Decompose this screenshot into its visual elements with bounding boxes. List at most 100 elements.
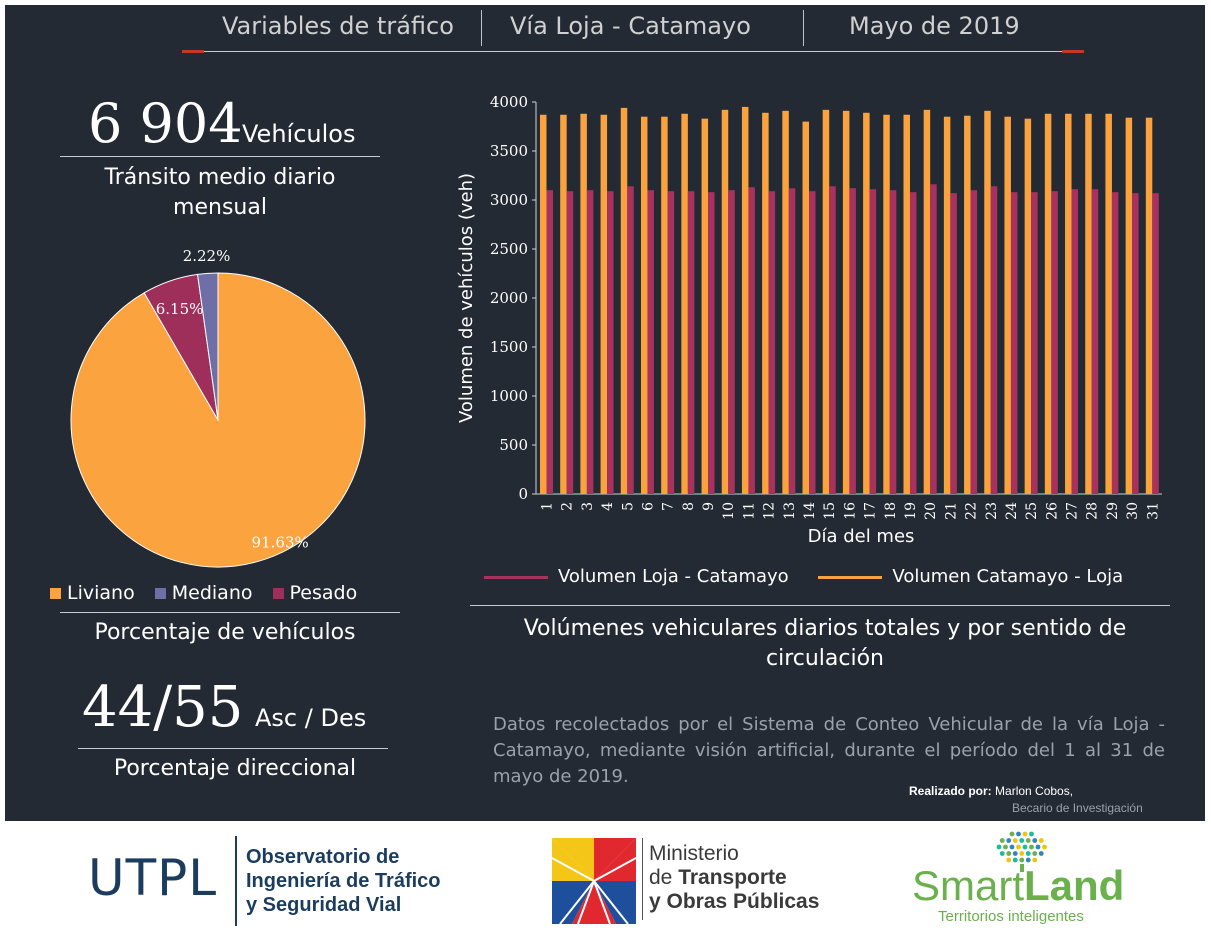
tree-dot (1019, 851, 1025, 856)
bar-catamayo-loja-day-25 (1024, 118, 1032, 494)
tmdm-rule (60, 156, 380, 157)
tree-dot (1003, 844, 1008, 850)
x-axis-title: Día del mes (808, 526, 915, 547)
bar-catamayo-loja-day-23 (984, 110, 991, 494)
pie-slice-mediano (196, 272, 219, 421)
legend-item-loja-catamayo: Volumen Loja - Catamayo (484, 566, 789, 587)
tree-dot (1032, 838, 1038, 843)
tmdm-unit: Vehículos (242, 120, 356, 148)
ministerio-name: Ministerio de Transporte y Obras Pública… (649, 842, 819, 914)
legend-line-catamayo-loja (818, 575, 883, 579)
bar-loja-catamayo-day-21 (950, 193, 957, 494)
bar-catamayo-loja-day-17 (863, 112, 870, 494)
tree-dot (999, 838, 1005, 843)
tree-dot (1022, 844, 1028, 850)
x-tick-label: 10 (721, 502, 737, 520)
bar-catamayo-loja-day-11 (741, 106, 749, 495)
bar-catamayo-loja-day-29 (1105, 113, 1112, 494)
bar-loja-catamayo-day-17 (869, 189, 877, 494)
tree-dot (1012, 851, 1018, 856)
bar-loja-catamayo-day-9 (708, 192, 715, 494)
tree-dot (1019, 838, 1025, 843)
bar-catamayo-loja-day-3 (580, 113, 587, 494)
pie-chart: 91.63% 6.15% 2.22% (70, 247, 366, 568)
bar-catamayo-loja-day-26 (1044, 113, 1052, 494)
directional-value: 44/55 (82, 675, 244, 740)
pie-label-pesado: 6.15% (156, 300, 204, 318)
bar-catamayo-loja-day-13 (782, 110, 789, 494)
tree-dot (1038, 851, 1044, 856)
credits-label: Realizado por: (909, 784, 992, 798)
x-tick-label: 12 (762, 502, 778, 520)
y-tick-label: 2500 (490, 240, 528, 258)
y-axis-title: Volumen de vehículos (veh) (456, 173, 477, 423)
ministerio-line3: y Obras Públicas (649, 890, 820, 913)
bar-loja-catamayo-day-2 (566, 191, 574, 494)
x-tick-label: 24 (1004, 502, 1020, 520)
smartland-tagline: Territorios inteligentes (938, 908, 1084, 925)
bar-catamayo-loja-day-28 (1085, 113, 1092, 494)
bar-loja-catamayo-day-7 (667, 191, 675, 494)
legend-label-loja-catamayo: Volumen Loja - Catamayo (558, 566, 789, 587)
ministerio-divider (642, 838, 643, 920)
bar-loja-catamayo-day-5 (627, 186, 634, 494)
x-tick-label: 25 (1024, 502, 1040, 520)
tmdm-value: 6 904 (88, 92, 243, 155)
tree-dot (1006, 838, 1012, 843)
x-tick-label: 27 (1065, 502, 1081, 520)
y-tick-label: 0 (518, 485, 528, 503)
bar-catamayo-loja-day-20 (923, 109, 931, 494)
directional-label: Porcentaje direccional (113, 756, 357, 781)
tree-dot (1022, 831, 1028, 837)
x-tick-label: 22 (964, 502, 980, 520)
bar-loja-catamayo-day-19 (909, 192, 917, 494)
x-tick-label: 15 (822, 502, 838, 520)
bar-loja-catamayo-day-26 (1051, 191, 1058, 494)
bar-catamayo-loja-day-31 (1145, 117, 1153, 495)
x-tick-label: 14 (802, 502, 818, 520)
x-tick-label: 28 (1085, 502, 1101, 520)
x-tick-label: 2 (560, 502, 576, 511)
x-tick-label: 18 (883, 502, 899, 520)
bar-catamayo-loja-day-18 (883, 114, 890, 495)
x-tick-label: 30 (1125, 502, 1141, 520)
bar-catamayo-loja-day-6 (640, 116, 648, 494)
header-route: Vía Loja - Catamayo (510, 12, 751, 40)
bar-catamayo-loja-day-12 (762, 112, 769, 494)
bar-loja-catamayo-day-8 (687, 191, 695, 494)
bar-catamayo-loja-day-30 (1125, 117, 1133, 495)
smartland-smart: Smart (912, 862, 1025, 909)
bar-catamayo-loja-day-7 (661, 116, 668, 494)
bar-loja-catamayo-day-15 (829, 186, 836, 494)
bar-catamayo-loja-day-1 (540, 114, 547, 495)
x-tick-label: 23 (984, 502, 1000, 520)
tree-dot (1025, 851, 1031, 856)
tree-dot (1032, 851, 1038, 856)
y-tick-label: 1500 (490, 338, 528, 356)
bar-catamayo-loja-day-14 (802, 121, 810, 494)
bar-catamayo-loja-day-9 (701, 118, 709, 494)
credits-role: Becario de Investigación (1012, 801, 1143, 815)
x-tick-label: 21 (943, 502, 959, 520)
bar-loja-catamayo-day-31 (1152, 193, 1159, 494)
x-tick-label: 7 (661, 502, 677, 511)
bar-loja-catamayo-day-1 (546, 190, 553, 494)
header-separator (803, 10, 804, 46)
tree-trunk (1020, 864, 1024, 872)
bar-loja-catamayo-day-23 (990, 186, 998, 494)
bar-catamayo-loja-day-22 (964, 115, 971, 494)
pie-legend: Liviano Mediano Pesado (50, 582, 357, 604)
bar-catamayo-loja-day-16 (842, 110, 850, 494)
y-tick-label: 2000 (490, 289, 528, 307)
directional-rule (78, 748, 388, 749)
header-separator (481, 10, 482, 46)
bar-loja-catamayo-day-22 (970, 190, 978, 494)
legend-label-liviano: Liviano (67, 582, 135, 604)
legend-item-mediano: Mediano (154, 582, 252, 604)
bar-chart: Volumen de vehículos (veh) Día del mes 0 5… (456, 93, 1162, 547)
x-tick-label: 29 (1105, 502, 1121, 520)
bar-loja-catamayo-day-10 (728, 190, 735, 494)
x-tick-label: 19 (903, 502, 919, 520)
bar-catamayo-loja-day-15 (822, 109, 830, 494)
tree-dot (1025, 857, 1031, 863)
